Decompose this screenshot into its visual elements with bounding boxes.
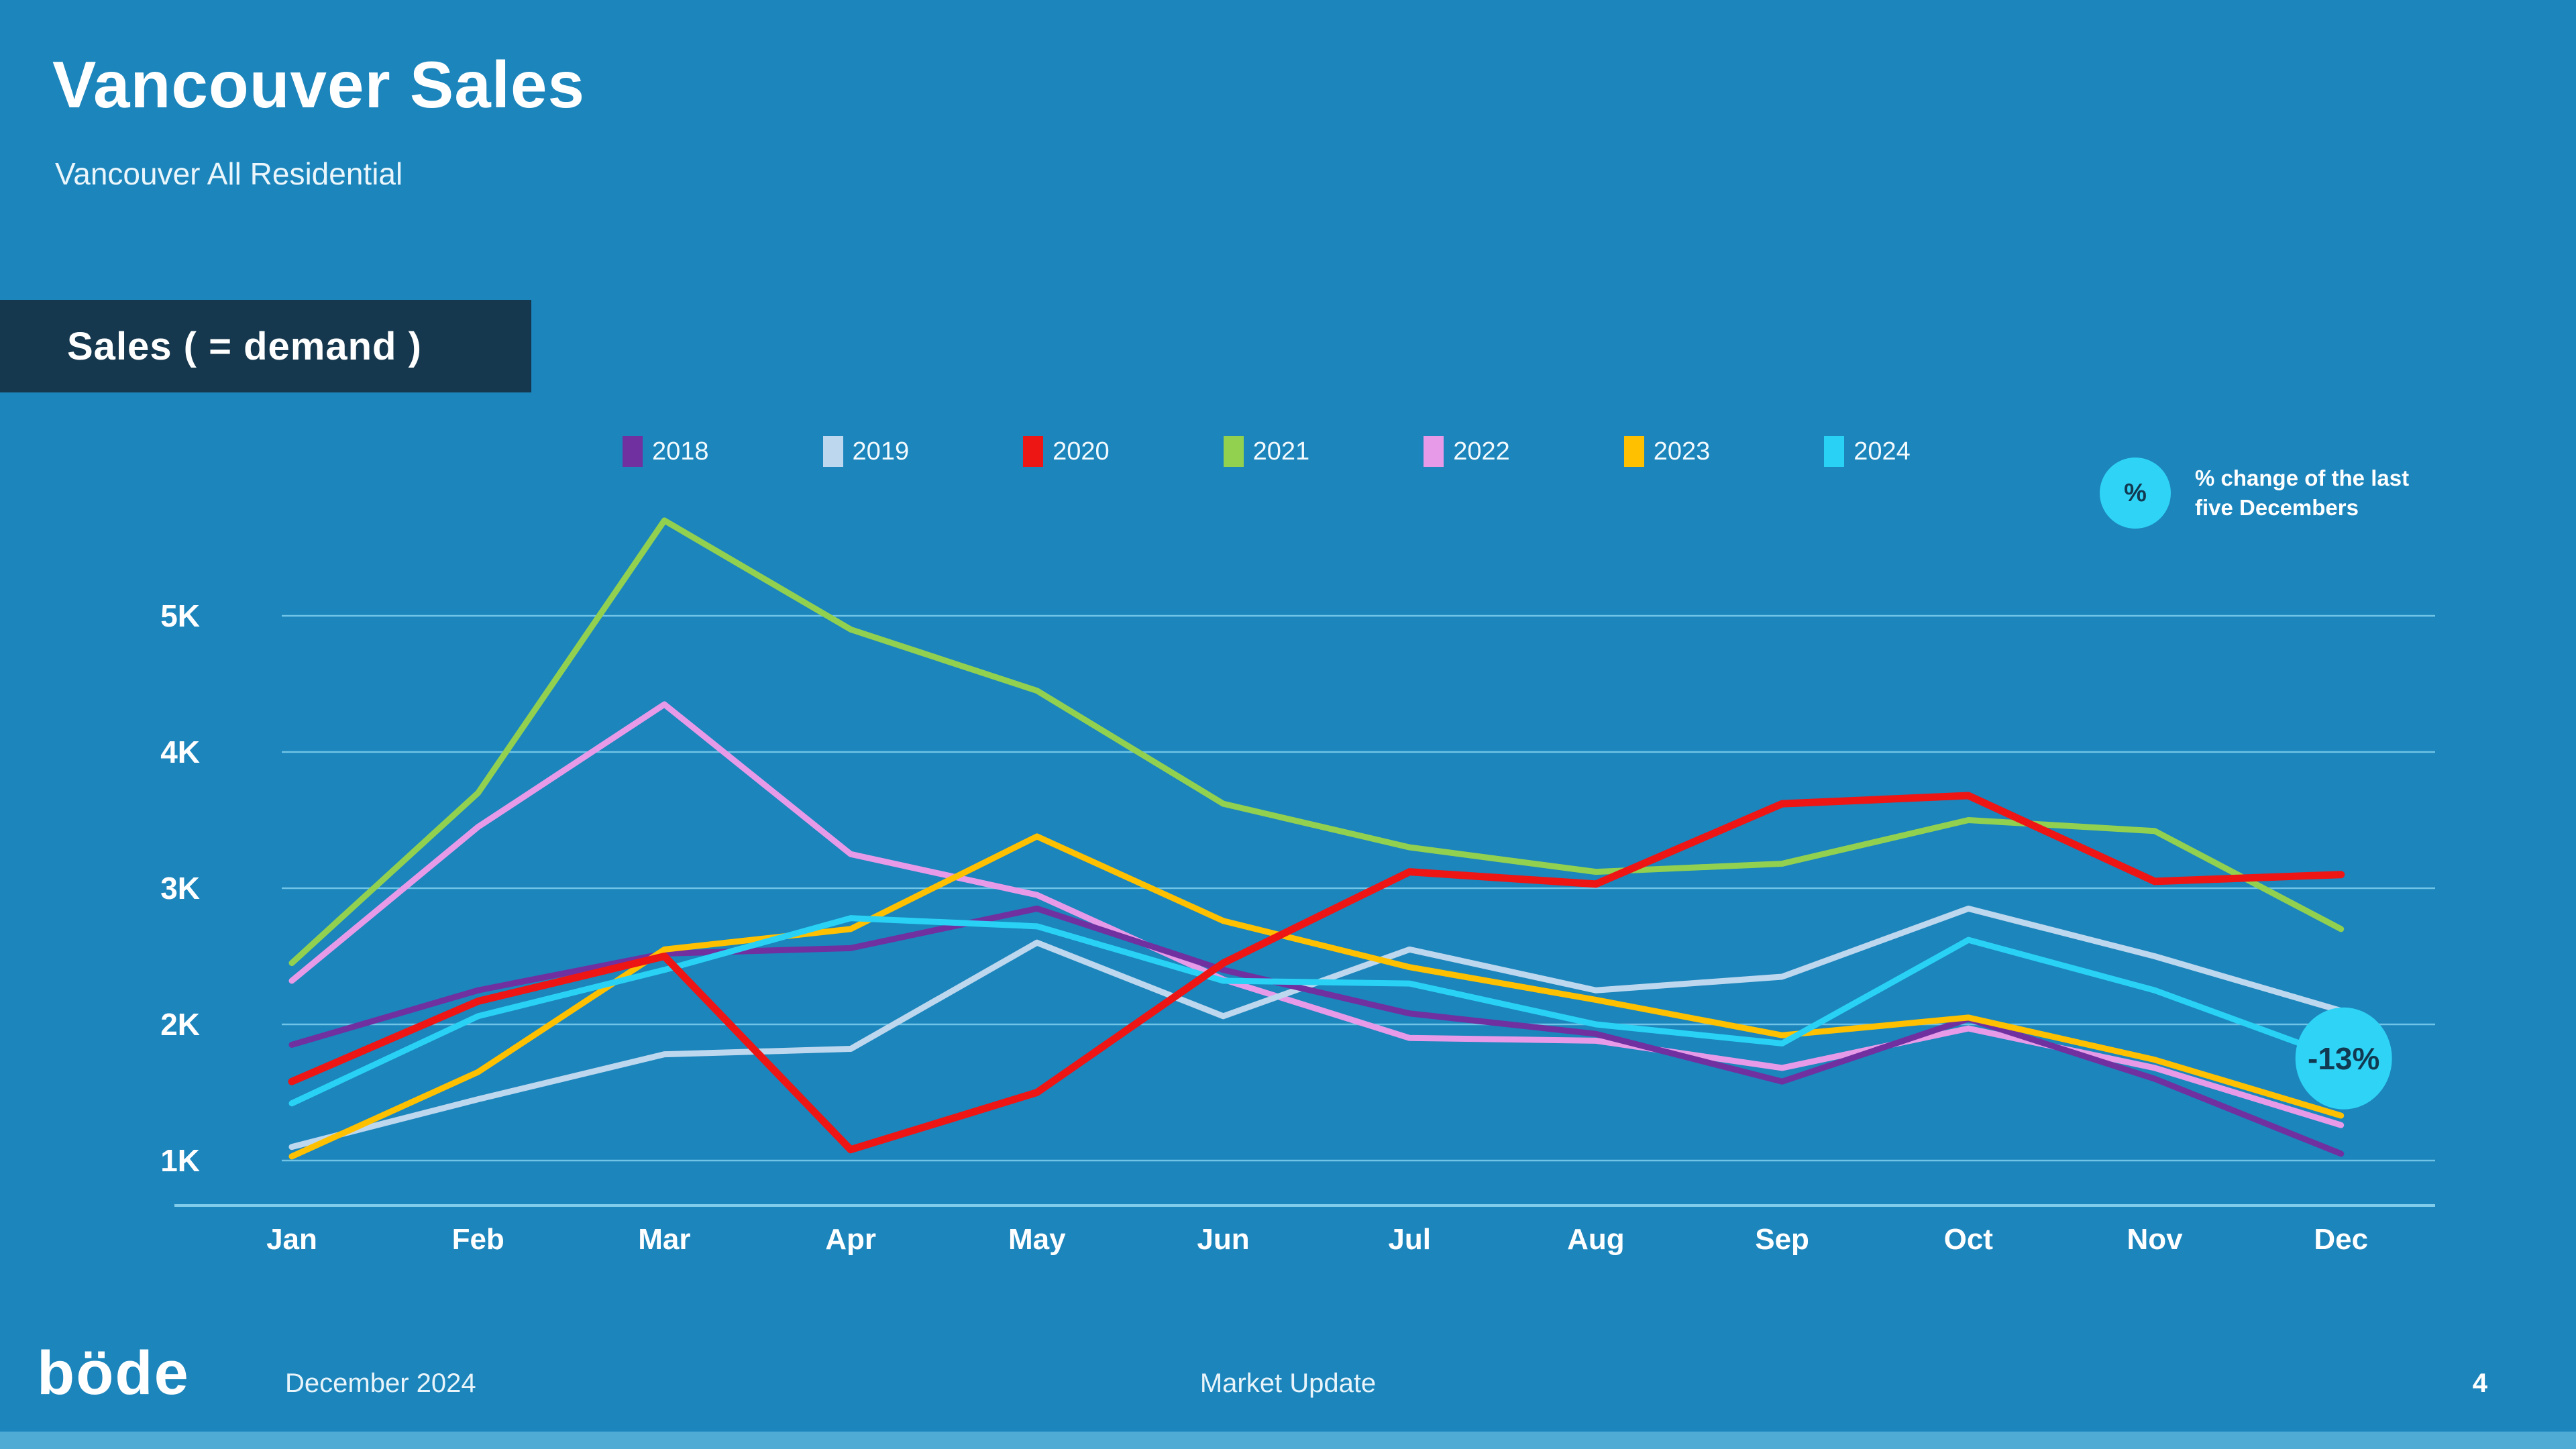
x-tick-Aug: Aug — [1567, 1223, 1625, 1256]
legend-swatch-2018 — [623, 436, 643, 467]
x-tick-Mar: Mar — [638, 1223, 690, 1256]
legend-swatch-2020 — [1023, 436, 1044, 467]
x-tick-Oct: Oct — [1944, 1223, 1994, 1256]
bode-logo: böde — [37, 1339, 190, 1407]
x-tick-Feb: Feb — [452, 1223, 504, 1256]
percent-change-note: % % change of the last five Decembers — [2100, 458, 2423, 529]
legend-swatch-2022 — [1424, 436, 1444, 467]
x-tick-Jun: Jun — [1197, 1223, 1249, 1256]
legend-item-2020: 2020 — [1023, 436, 1110, 467]
bottom-strip — [0, 1432, 2576, 1449]
x-tick-Apr: Apr — [825, 1223, 876, 1256]
percent-icon: % — [2100, 458, 2171, 529]
legend-label-2021: 2021 — [1252, 437, 1310, 466]
x-axis-labels: Jan Feb Mar Apr May Jun Jul Aug Sep Oct Nov Dec — [266, 1223, 2368, 1256]
legend-swatch-2021 — [1223, 436, 1244, 467]
series-line-2022 — [288, 701, 2345, 1128]
legend-item-2024: 2024 — [1824, 436, 1911, 467]
annotation-label: -13% — [2308, 1041, 2379, 1076]
y-tick-2K: 2K — [160, 1007, 200, 1042]
footer-date: December 2024 — [285, 1368, 476, 1398]
series-line-2021 — [288, 517, 2345, 967]
series-line-2020 — [288, 792, 2345, 1154]
x-tick-Dec: Dec — [2314, 1223, 2368, 1256]
x-tick-Nov: Nov — [2127, 1223, 2183, 1256]
x-tick-Sep: Sep — [1755, 1223, 1809, 1256]
legend-item-2021: 2021 — [1223, 436, 1310, 467]
legend-swatch-2023 — [1623, 436, 1644, 467]
annotation-circle — [2295, 1007, 2392, 1110]
legend-label-2024: 2024 — [1854, 437, 1911, 466]
x-tick-Jul: Jul — [1388, 1223, 1431, 1256]
legend-item-2018: 2018 — [623, 436, 709, 467]
x-tick-Jan: Jan — [266, 1223, 317, 1256]
annotation-bubble: -13% — [2295, 1007, 2392, 1110]
legend-item-2019: 2019 — [822, 436, 910, 467]
y-tick-1K: 1K — [160, 1143, 200, 1178]
section-badge-label: Sales ( = demand ) — [67, 324, 422, 368]
section-badge: Sales ( = demand ) — [0, 300, 531, 392]
series-lines — [288, 517, 2345, 1160]
legend-item-2023: 2023 — [1623, 436, 1711, 467]
legend-label-2023: 2023 — [1653, 437, 1711, 466]
legend-label-2020: 2020 — [1053, 437, 1110, 466]
legend-swatch-2024 — [1824, 436, 1845, 467]
footer-center-label: Market Update — [1199, 1368, 1377, 1398]
legend-swatch-2019 — [822, 436, 843, 467]
page-subtitle: Vancouver All Residential — [55, 156, 403, 191]
legend-label-2018: 2018 — [652, 437, 709, 466]
page-number: 4 — [2472, 1368, 2487, 1398]
legend-label-2019: 2019 — [852, 437, 910, 466]
legend-item-2022: 2022 — [1424, 436, 1510, 467]
series-line-2024 — [288, 915, 2345, 1107]
series-line-2018 — [288, 905, 2345, 1157]
y-tick-5K: 5K — [160, 598, 200, 633]
chart-legend: 2018 2019 2020 2021 2022 2023 2024 — [623, 436, 1911, 467]
percent-note-text: % change of the last five Decembers — [2195, 466, 2410, 520]
legend-label-2022: 2022 — [1453, 437, 1510, 466]
y-tick-4K: 4K — [160, 735, 200, 769]
series-line-2023 — [288, 833, 2345, 1160]
y-tick-3K: 3K — [160, 871, 200, 906]
x-tick-May: May — [1008, 1223, 1066, 1256]
page-title: Vancouver Sales — [52, 48, 586, 121]
